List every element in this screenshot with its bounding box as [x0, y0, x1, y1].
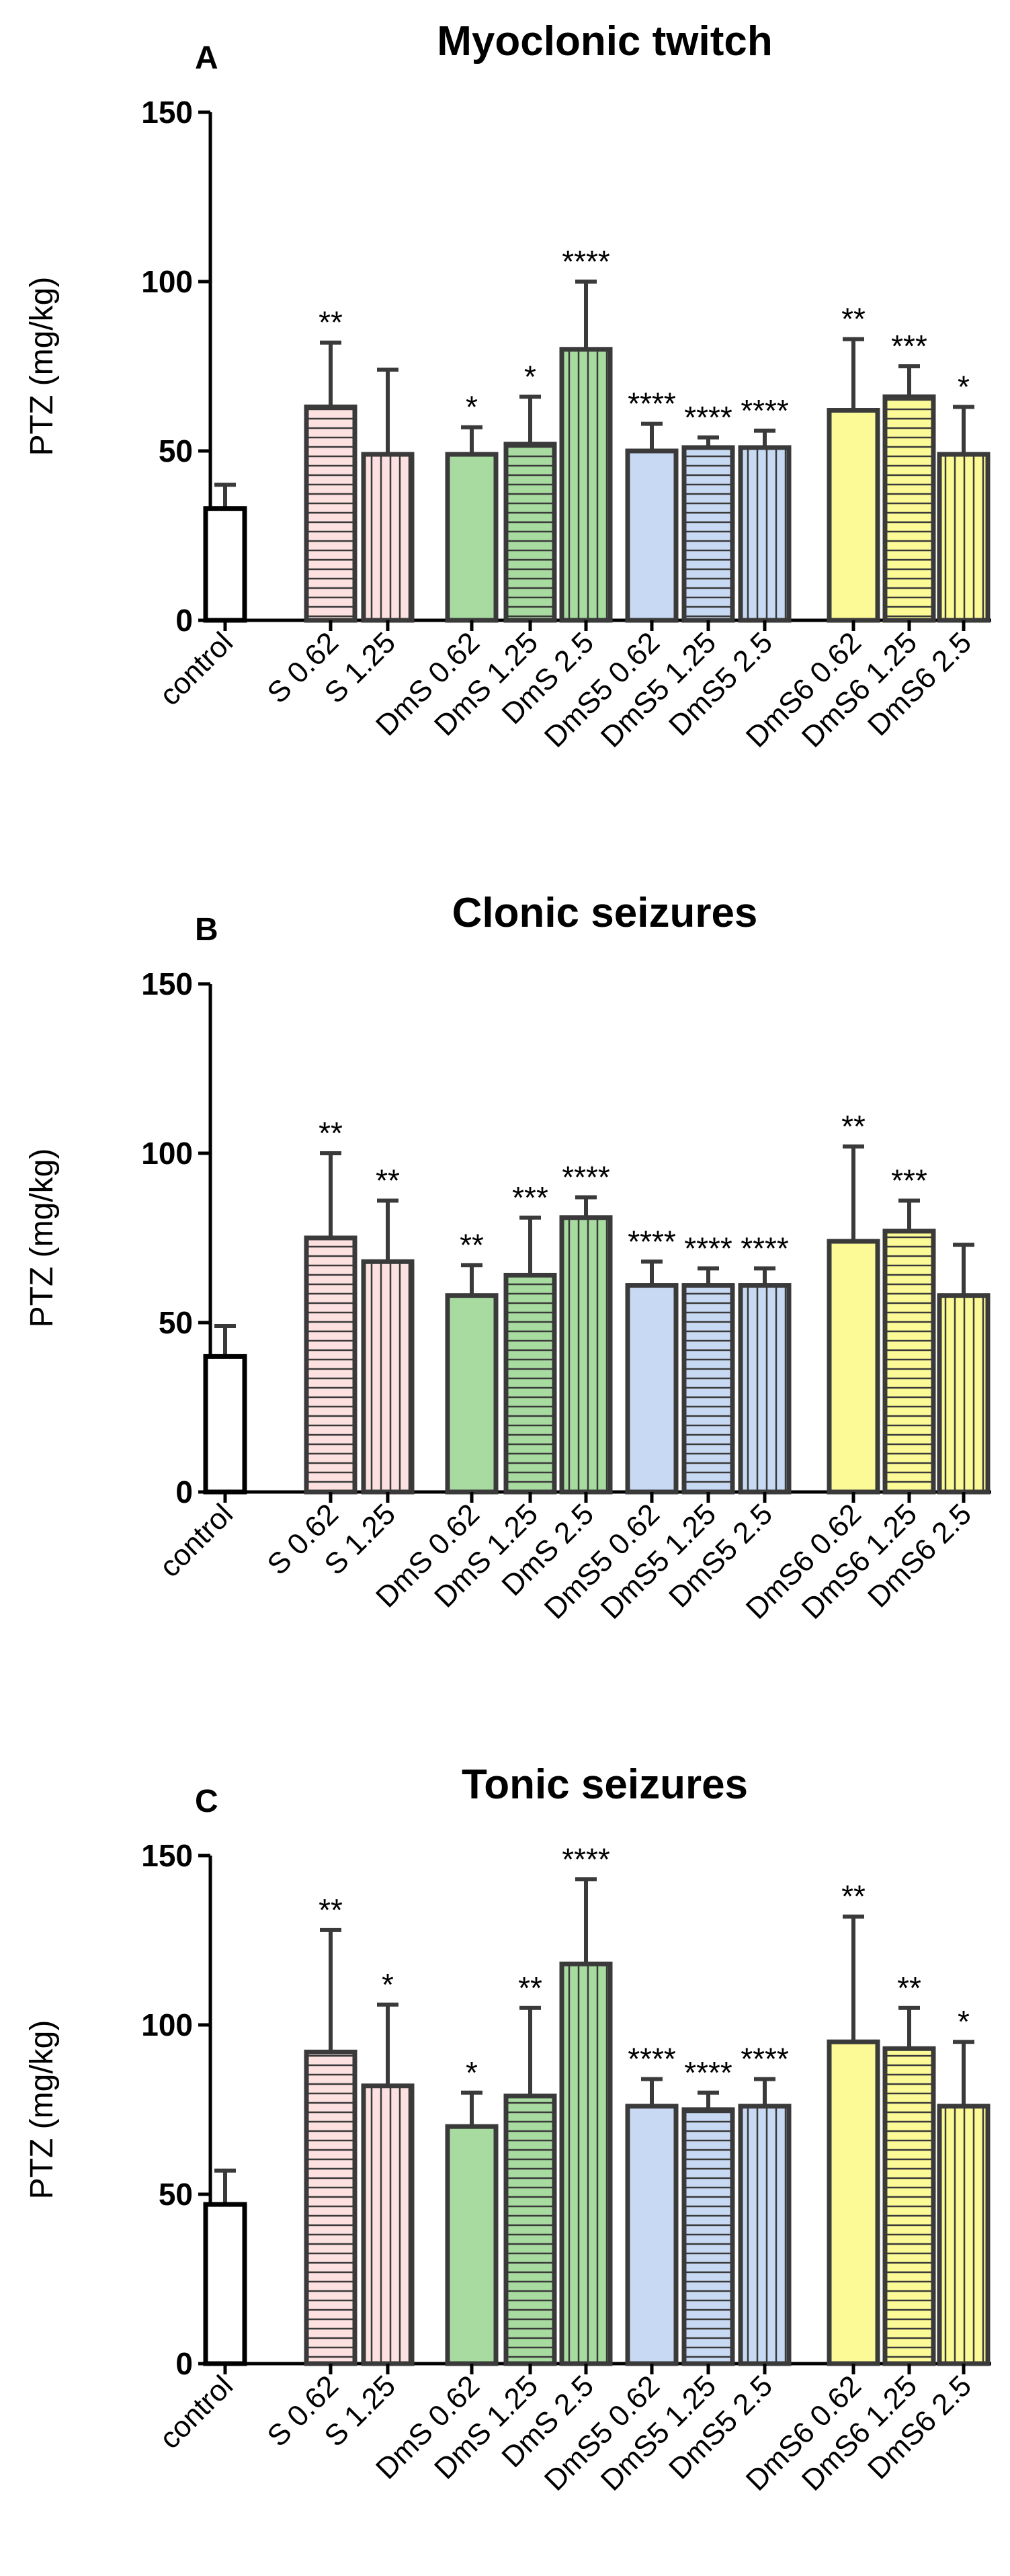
significance-label: **: [841, 1109, 866, 1144]
significance-label: **: [897, 1970, 921, 2005]
panel-letter: A: [195, 40, 218, 76]
bar-control: [206, 1356, 245, 1492]
bar-hatch: [939, 454, 988, 620]
panel-c: C Tonic seizures PTZ (mg/kg) 0 50 100 150 contr…: [24, 1761, 991, 2497]
y-tick-label: 50: [159, 2177, 193, 2212]
bar-DmS-0_62: [448, 454, 496, 620]
y-tick-label: 50: [159, 433, 193, 468]
significance-label: **: [518, 1970, 542, 2005]
y-axis-label: PTZ (mg/kg): [24, 1149, 60, 1328]
significance-label: **: [319, 305, 343, 340]
bar-hatch: [885, 1231, 933, 1492]
bar-hatch: [562, 1964, 610, 2364]
significance-label: ****: [741, 2042, 789, 2077]
bar-DmS6-0_62: [829, 410, 878, 620]
chart-title: Clonic seizures: [452, 890, 758, 936]
bar-hatch: [741, 1285, 789, 1492]
significance-label: *: [958, 2004, 970, 2039]
significance-label: ****: [628, 386, 676, 421]
significance-label: ****: [684, 400, 732, 435]
significance-label: ***: [512, 1180, 548, 1215]
significance-label: **: [319, 1893, 343, 1927]
significance-label: *: [466, 390, 478, 425]
bar-DmS5-0_62: [628, 451, 676, 620]
significance-label: ****: [741, 1231, 789, 1265]
bar-hatch: [506, 2095, 554, 2364]
bar-hatch: [506, 444, 554, 620]
y-axis-label: PTZ (mg/kg): [24, 2020, 60, 2200]
panel-a: A Myoclonic twitch PTZ (mg/kg) 0 50 100 150 con…: [24, 18, 991, 754]
y-tick-label: 0: [175, 2346, 193, 2381]
y-axis-label: PTZ (mg/kg): [24, 277, 60, 456]
bar-hatch: [885, 2048, 933, 2364]
significance-label: *: [958, 369, 970, 404]
bar-hatch: [741, 447, 789, 620]
significance-label: **: [319, 1116, 343, 1151]
panel-letter: C: [195, 1784, 218, 1819]
x-tick-label: control: [153, 2369, 239, 2455]
bar-hatch: [306, 1238, 355, 1492]
y-tick-label: 150: [141, 966, 193, 1001]
chart-title: Myoclonic twitch: [437, 18, 772, 65]
significance-label: ****: [562, 1160, 610, 1195]
bar-control: [206, 2204, 245, 2364]
panel-b: B Clonic seizures PTZ (mg/kg) 0 50 100 150 cont…: [24, 890, 991, 1626]
significance-label: **: [841, 302, 866, 337]
bar-hatch: [562, 349, 610, 620]
bar-hatch: [306, 407, 355, 620]
bar-hatch: [684, 447, 732, 620]
bar-hatch: [741, 2106, 789, 2364]
bar-hatch: [306, 2052, 355, 2364]
bar-hatch: [364, 454, 412, 620]
x-tick-label: control: [153, 626, 239, 712]
bar-hatch: [562, 1217, 610, 1492]
significance-label: ****: [741, 393, 789, 428]
y-tick-label: 100: [141, 1136, 193, 1171]
y-tick-label: 150: [141, 95, 193, 130]
bar-DmS6-0_62: [829, 1241, 878, 1492]
bar-hatch: [506, 1275, 554, 1492]
significance-label: ****: [562, 244, 610, 279]
significance-label: *: [382, 1967, 394, 2002]
chart-title: Tonic seizures: [462, 1761, 748, 1808]
significance-label: ****: [562, 1841, 610, 1876]
bar-hatch: [885, 397, 933, 620]
bar-hatch: [939, 2106, 988, 2364]
bar-hatch: [364, 2085, 412, 2364]
significance-label: *: [524, 359, 536, 394]
y-tick-label: 0: [175, 603, 193, 638]
significance-label: ****: [628, 1224, 676, 1259]
significance-label: ***: [891, 329, 927, 364]
significance-label: *: [466, 2055, 478, 2090]
significance-label: ****: [684, 1231, 732, 1265]
significance-label: **: [376, 1163, 400, 1198]
bar-DmS5-0_62: [628, 2106, 676, 2364]
y-tick-label: 100: [141, 2007, 193, 2042]
bar-DmS6-0_62: [829, 2042, 878, 2364]
bar-hatch: [684, 2110, 732, 2364]
bar-control: [206, 508, 245, 620]
bar-hatch: [364, 1261, 412, 1492]
bar-DmS5-0_62: [628, 1285, 676, 1492]
significance-label: **: [841, 1879, 866, 1914]
x-tick-label: control: [153, 1497, 239, 1583]
bar-DmS-0_62: [448, 1295, 496, 1492]
significance-label: ***: [891, 1163, 927, 1198]
bar-DmS-0_62: [448, 2126, 496, 2364]
bar-hatch: [939, 1295, 988, 1492]
y-tick-label: 150: [141, 1838, 193, 1873]
y-tick-label: 100: [141, 264, 193, 299]
significance-label: ****: [684, 2055, 732, 2090]
y-tick-label: 50: [159, 1305, 193, 1340]
y-tick-label: 0: [175, 1474, 193, 1509]
significance-label: **: [460, 1227, 484, 1262]
significance-label: ****: [628, 2042, 676, 2077]
bar-hatch: [684, 1285, 732, 1492]
panel-letter: B: [195, 912, 218, 948]
